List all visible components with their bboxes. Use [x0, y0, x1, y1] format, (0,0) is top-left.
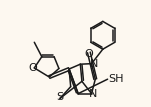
Text: S: S [56, 92, 64, 102]
Text: O: O [85, 49, 93, 59]
Text: SH: SH [109, 74, 124, 84]
Text: O: O [28, 63, 37, 73]
Text: N: N [90, 59, 98, 69]
Text: N: N [89, 89, 98, 99]
